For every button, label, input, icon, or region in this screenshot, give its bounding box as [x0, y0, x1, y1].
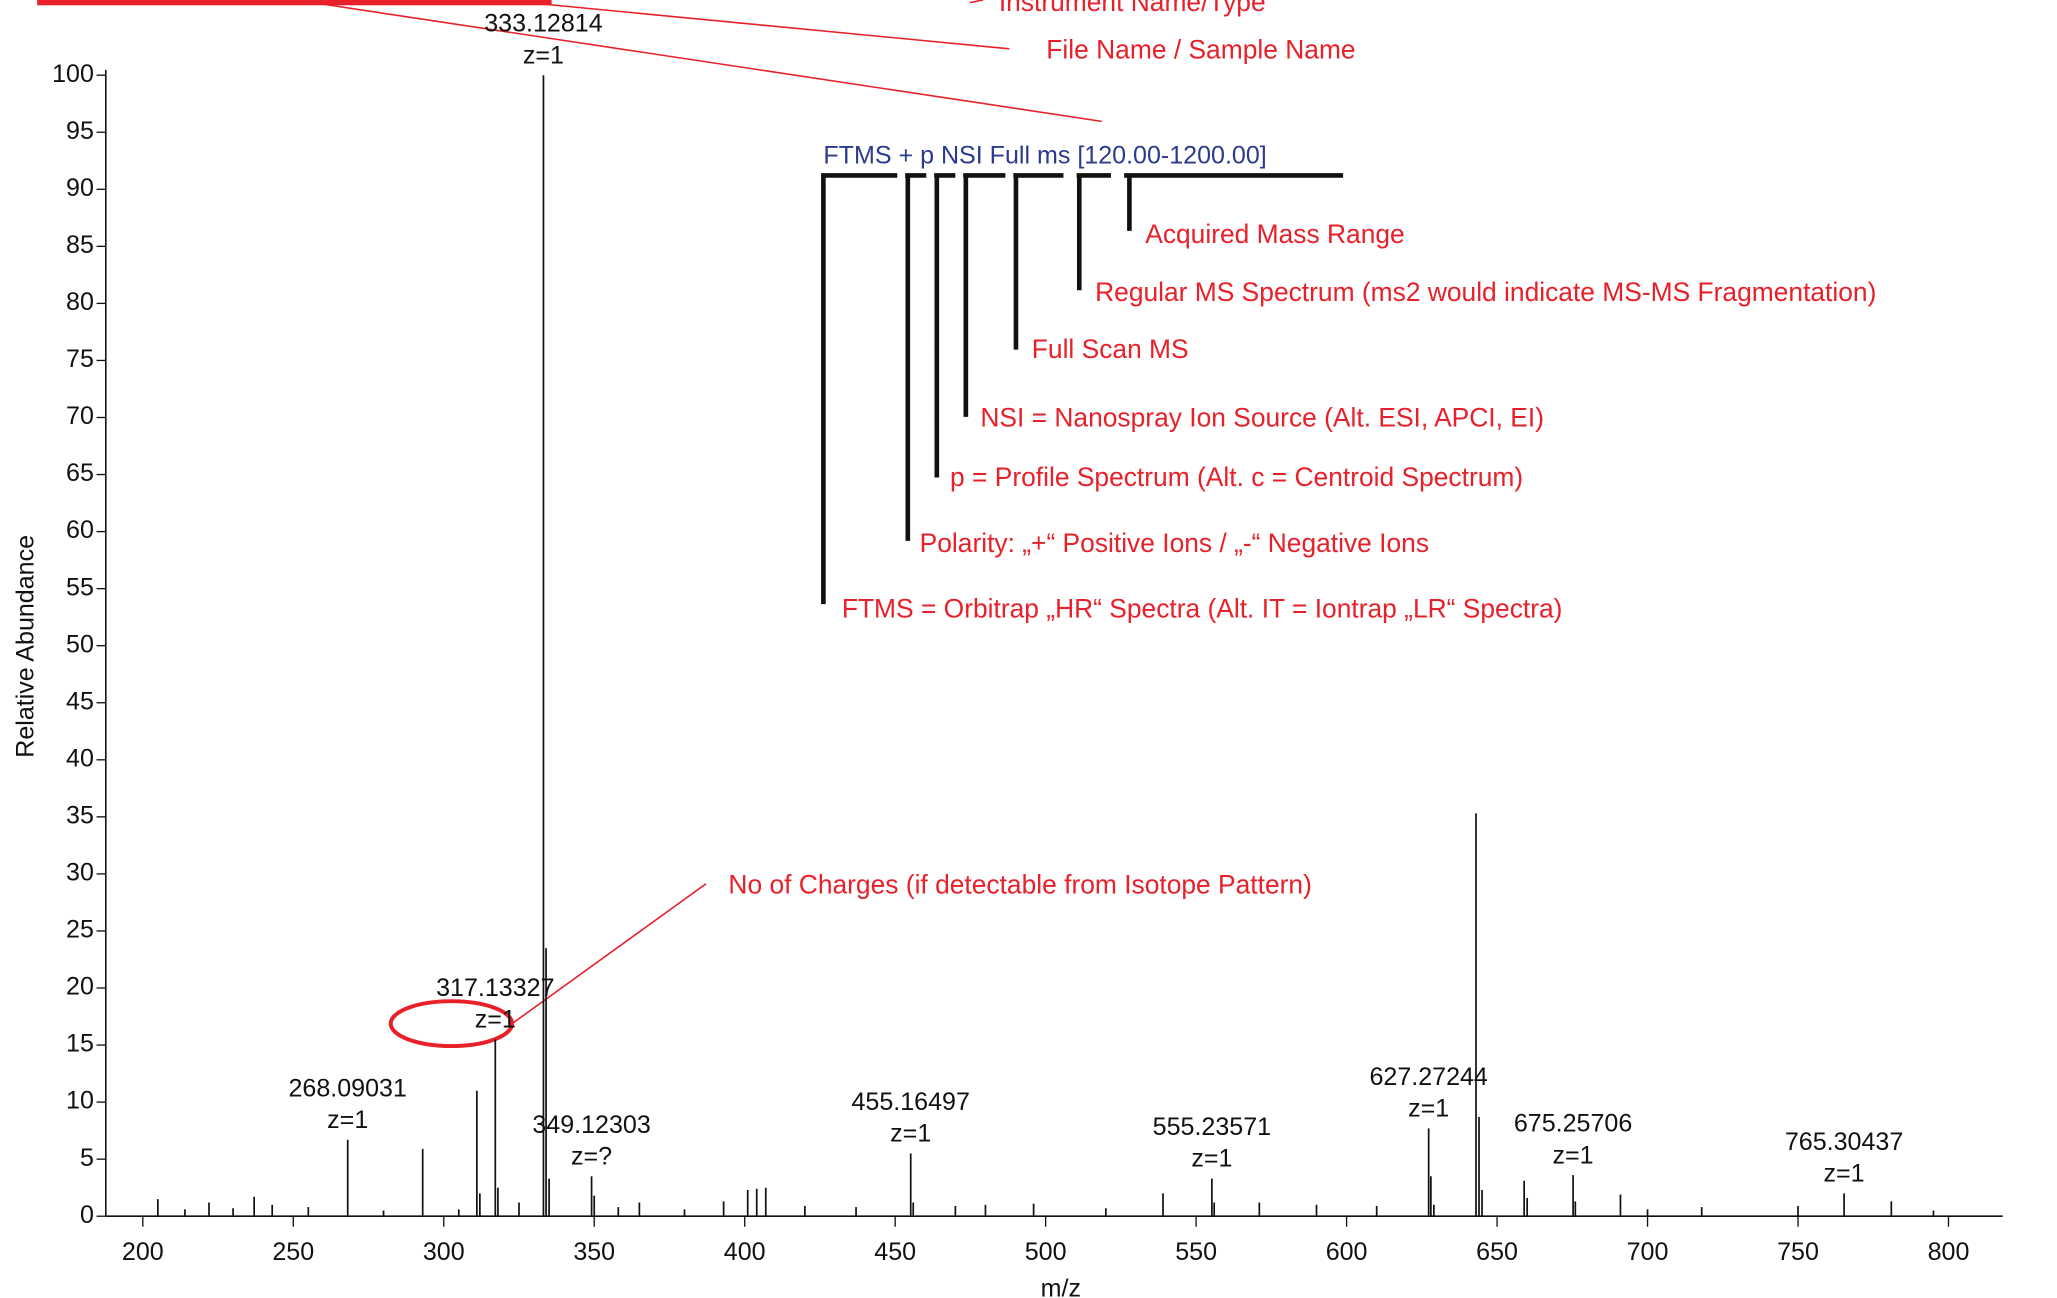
annotation: NSI = Nanospray Ion Source (Alt. ESI, AP… — [980, 402, 1544, 432]
peak-charge: z=1 — [327, 1106, 368, 1134]
y-tick-label: 40 — [66, 744, 94, 772]
y-tick-label: 55 — [66, 573, 94, 601]
pointer-line — [527, 1, 1010, 50]
y-tick-label: 15 — [66, 1030, 94, 1058]
header-bracket — [821, 173, 1344, 605]
scan-header: FTMS + p NSI Full ms [120.00-1200.00] — [823, 142, 1266, 170]
x-tick-label: 350 — [573, 1238, 615, 1266]
x-tick-label: 700 — [1627, 1238, 1669, 1266]
peak-mz: 333.12814 — [484, 10, 602, 38]
peak-mz: 765.30437 — [1785, 1128, 1903, 1156]
redaction-bar — [37, 0, 552, 6]
y-tick-label: 95 — [66, 117, 94, 145]
peak-charge: z=1 — [475, 1006, 516, 1034]
y-tick-label: 20 — [66, 973, 94, 1001]
annotation: FTMS = Orbitrap „HR“ Spectra (Alt. IT = … — [842, 594, 1563, 624]
x-tick-label: 550 — [1175, 1238, 1217, 1266]
y-tick-label: 5 — [80, 1144, 94, 1172]
peak-charge: z=1 — [1824, 1160, 1865, 1188]
peak-mz: 268.09031 — [289, 1074, 407, 1102]
annotation: Instrument Name/Type — [999, 0, 1266, 17]
y-tick-label: 90 — [66, 174, 94, 202]
peak-charge: z=1 — [523, 41, 564, 69]
annotation: No of Charges (if detectable from Isotop… — [728, 869, 1311, 899]
peak-mz: 555.23571 — [1153, 1113, 1271, 1141]
y-tick-label: 80 — [66, 288, 94, 316]
pointer-line — [511, 883, 707, 1025]
x-tick-label: 750 — [1777, 1238, 1819, 1266]
annotation: Polarity: „+“ Positive Ions / „-“ Negati… — [920, 528, 1429, 558]
y-tick-label: 60 — [66, 516, 94, 544]
y-tick-label: 75 — [66, 345, 94, 373]
x-tick-label: 300 — [423, 1238, 465, 1266]
y-tick-label: 50 — [66, 630, 94, 658]
x-tick-label: 450 — [874, 1238, 916, 1266]
y-tick-label: 85 — [66, 231, 94, 259]
peak-mz: 455.16497 — [852, 1088, 970, 1116]
peak-mz: 675.25706 — [1514, 1110, 1632, 1138]
y-tick-label: 100 — [52, 60, 94, 88]
peak-charge: z=1 — [1553, 1141, 1594, 1169]
y-tick-label: 70 — [66, 402, 94, 430]
peak-mz: 627.27244 — [1369, 1063, 1487, 1091]
annotation: p = Profile Spectrum (Alt. c = Centroid … — [950, 462, 1523, 492]
annotation: Regular MS Spectrum (ms2 would indicate … — [1095, 277, 1876, 307]
y-tick-label: 25 — [66, 916, 94, 944]
x-tick-label: 200 — [122, 1238, 164, 1266]
y-axis-label: Relative Abundance — [11, 535, 39, 758]
peak-charge: z=1 — [1191, 1145, 1232, 1173]
pointer-line — [969, 0, 984, 4]
peak-charge: z=1 — [890, 1120, 931, 1148]
x-tick-label: 600 — [1326, 1238, 1368, 1266]
x-tick-label: 500 — [1025, 1238, 1067, 1266]
y-tick-label: 10 — [66, 1087, 94, 1115]
peak-mz: 317.13327 — [436, 974, 554, 1002]
peak-charge: z=1 — [1408, 1095, 1449, 1123]
x-tick-label: 400 — [724, 1238, 766, 1266]
peak-charge: z=? — [571, 1142, 612, 1170]
annotation: File Name / Sample Name — [1046, 34, 1355, 64]
annotation: Full Scan MS — [1032, 334, 1189, 364]
x-tick-label: 650 — [1476, 1238, 1518, 1266]
pointer-line — [312, 1, 1102, 123]
x-tick-label: 250 — [272, 1238, 314, 1266]
annotation: Acquired Mass Range — [1145, 219, 1405, 249]
x-axis-label: m/z — [1041, 1275, 1081, 1298]
y-tick-label: 0 — [80, 1201, 94, 1229]
y-tick-label: 30 — [66, 859, 94, 887]
y-tick-label: 65 — [66, 459, 94, 487]
x-tick-label: 800 — [1928, 1238, 1970, 1266]
y-tick-label: 35 — [66, 801, 94, 829]
y-tick-label: 45 — [66, 687, 94, 715]
peak-mz: 349.12303 — [532, 1111, 650, 1139]
